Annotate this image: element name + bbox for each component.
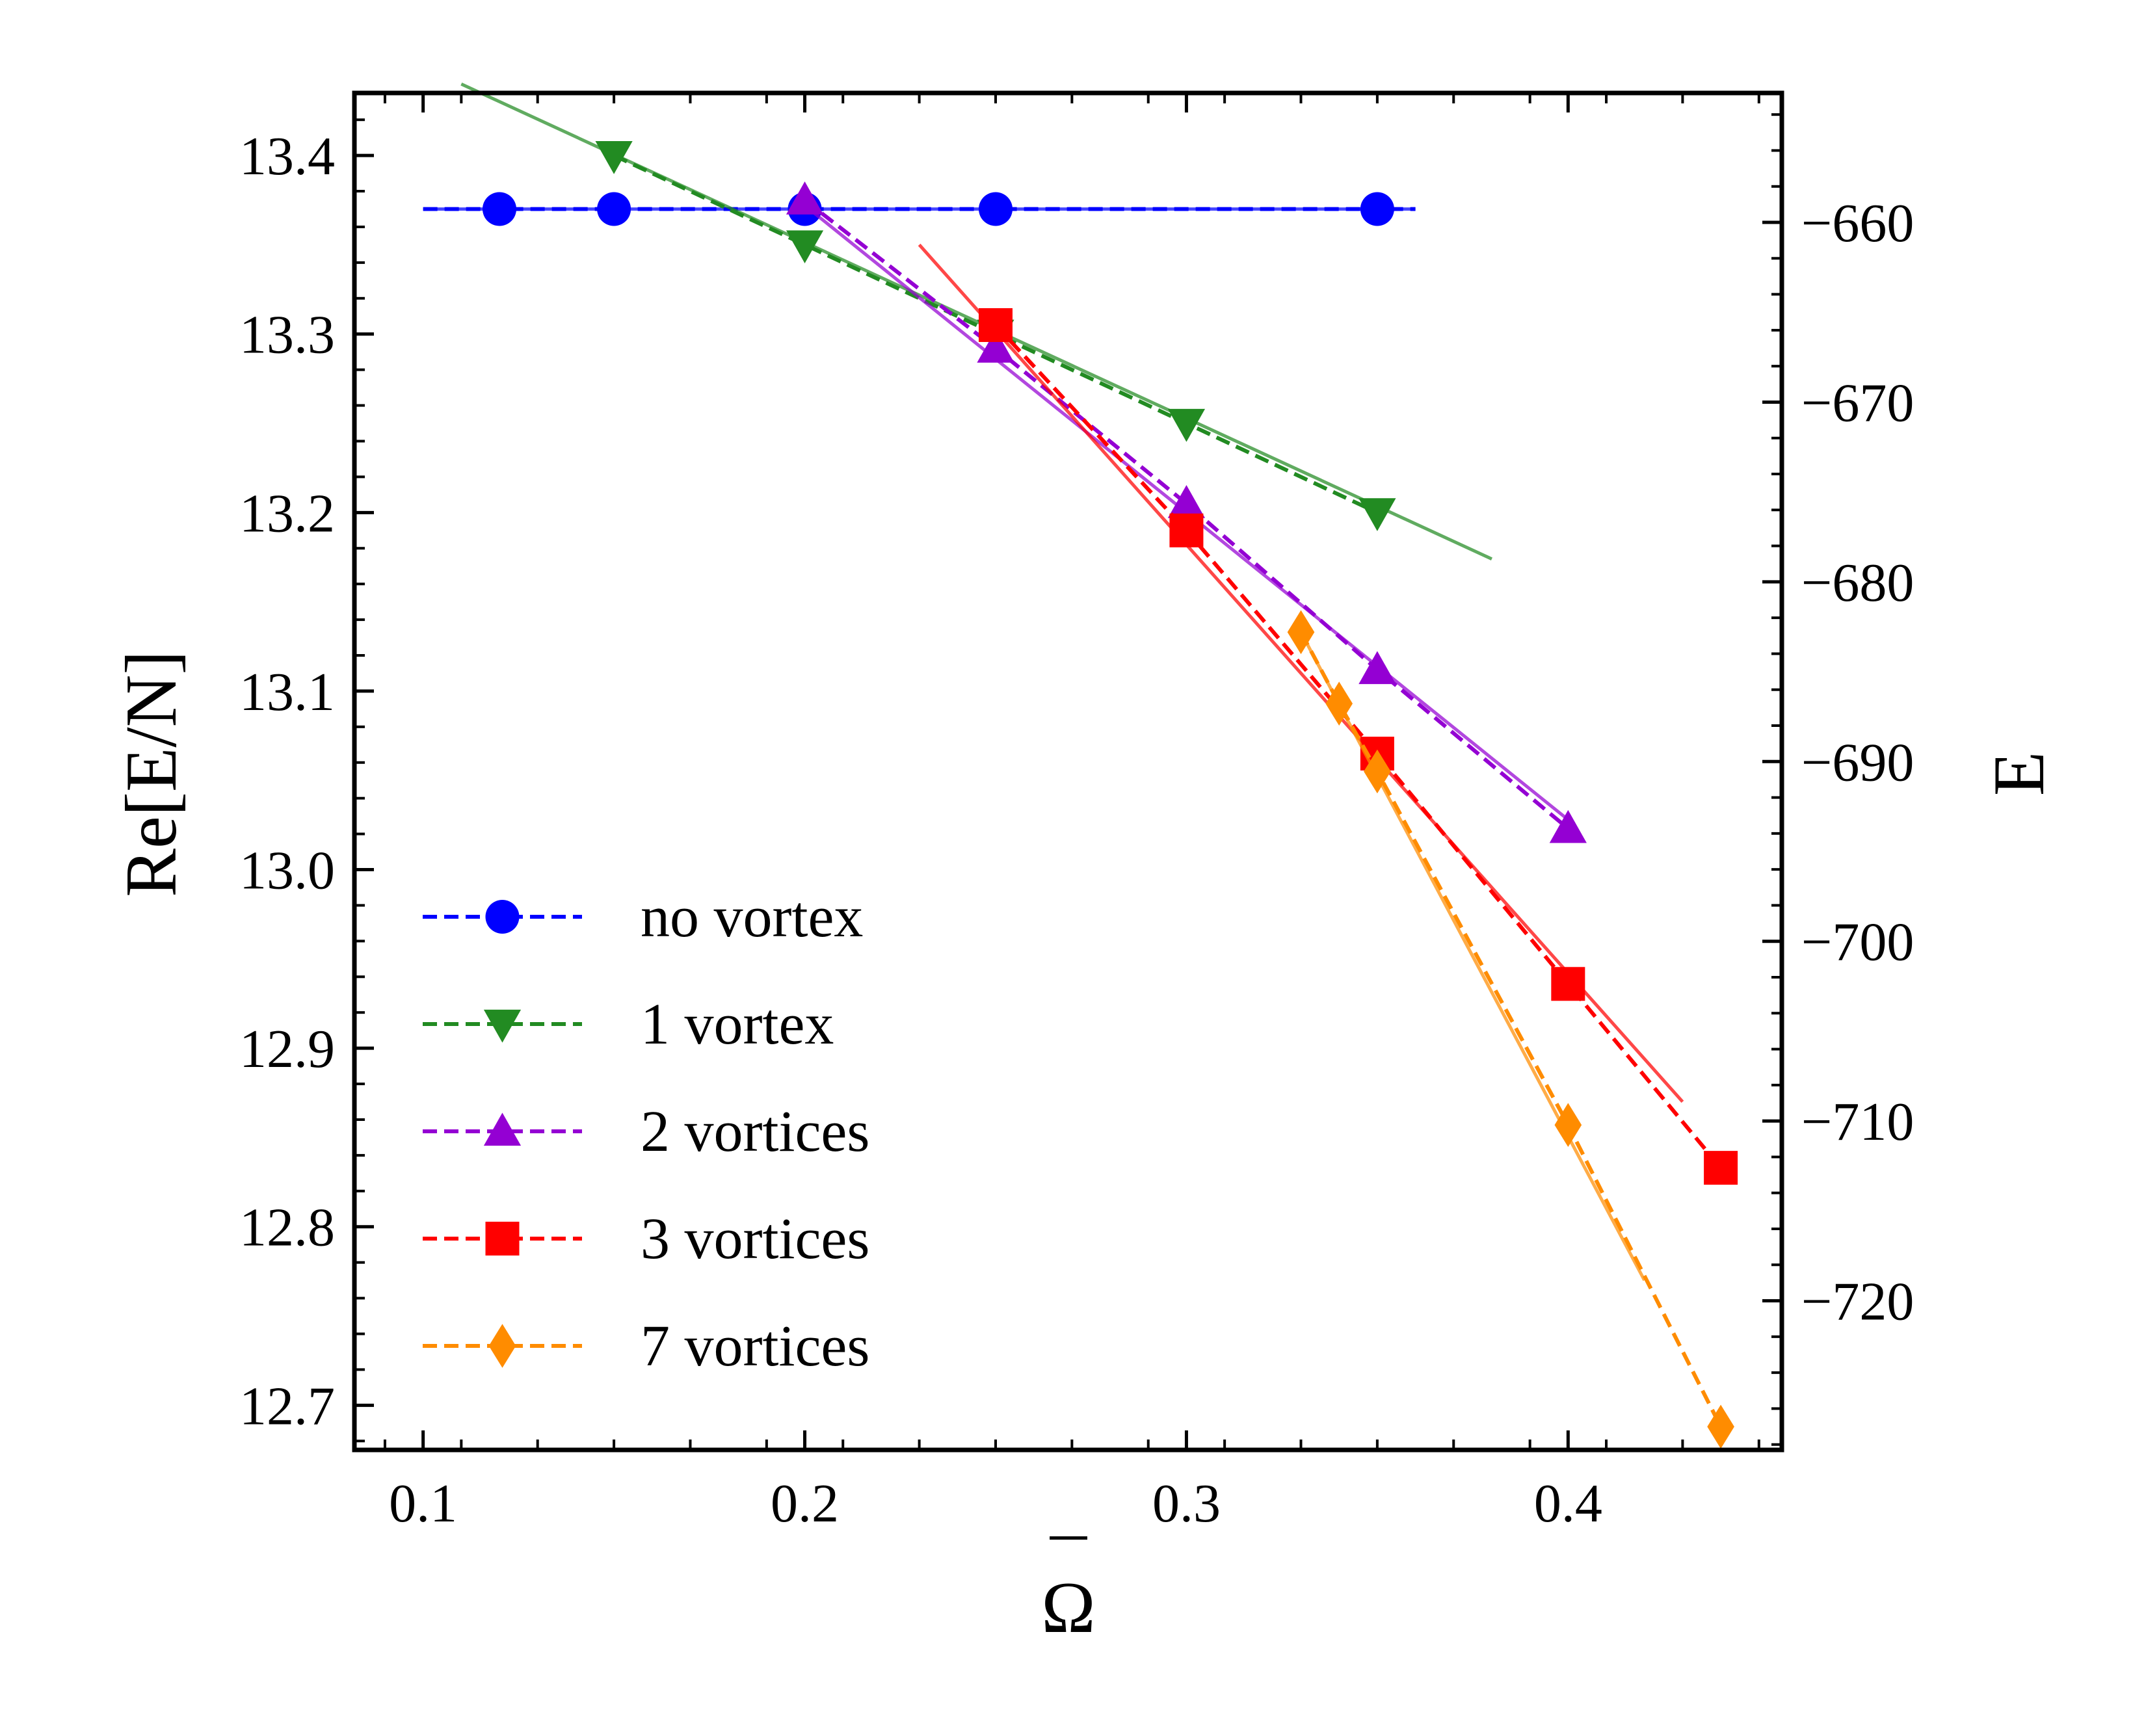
data-point-7-vortices-3 (1554, 1103, 1582, 1148)
data-point-no-vortex-3 (978, 192, 1013, 226)
series-3-vortices (918, 243, 1738, 1185)
y-tick-label-0: 12.7 (239, 1376, 335, 1436)
data-point-3-vortices-1 (1169, 513, 1204, 547)
data-point-3-vortices-0 (978, 308, 1013, 342)
legend-label-7-vortices: 7 vortices (641, 1314, 869, 1378)
data-point-1-vortex-4 (1358, 498, 1396, 531)
data-point-no-vortex-0 (483, 192, 517, 226)
legend-marker-1-vortex (483, 1009, 522, 1043)
legend-marker-7-vortices (488, 1324, 516, 1368)
fit-line-1-vortex (460, 82, 1493, 560)
legend-entry-no-vortex: no vortex (423, 885, 863, 949)
fit-line-7-vortices (1299, 631, 1646, 1282)
plot-frame (352, 90, 1784, 1453)
dashed-line-2-vortices (803, 198, 1570, 830)
legend-label-3-vortices: 3 vortices (641, 1207, 869, 1271)
legend-entry-2-vortices: 2 vortices (423, 1099, 869, 1164)
legend-label-2-vortices: 2 vortices (641, 1099, 869, 1164)
y-tick-label-7: 13.4 (239, 126, 335, 187)
data-point-no-vortex-4 (1360, 192, 1394, 226)
legend-label-no-vortex: no vortex (641, 885, 863, 949)
data-point-3-vortices-4 (1704, 1151, 1738, 1185)
y-tick-label-4: 13.1 (239, 662, 335, 722)
x-axis-title: Ω (1041, 1568, 1095, 1648)
legend-marker-3-vortices (485, 1222, 520, 1256)
data-point-no-vortex-1 (597, 192, 631, 226)
y-right-tick-label-6: −660 (1801, 193, 1914, 254)
x-tick-label-1: 0.2 (771, 1473, 839, 1534)
data-point-7-vortices-1 (1325, 681, 1353, 726)
y-right-tick-label-0: −720 (1801, 1272, 1914, 1332)
y-tick-label-6: 13.3 (239, 305, 335, 365)
x-tick-label-3: 0.4 (1534, 1473, 1602, 1534)
y-tick-label-5: 13.2 (239, 483, 335, 544)
data-point-7-vortices-4 (1707, 1404, 1734, 1449)
y-axis-title: Re[E/N] (111, 650, 192, 897)
legend-label-1-vortex: 1 vortex (641, 992, 834, 1057)
y-axis-right-title: E (1979, 752, 2060, 796)
y-right-tick-label-5: −670 (1801, 373, 1914, 433)
legend-entry-7-vortices: 7 vortices (423, 1314, 869, 1378)
legend-entry-3-vortices: 3 vortices (423, 1207, 869, 1271)
ticks-layer (354, 93, 1782, 1450)
y-right-tick-label-4: −680 (1801, 553, 1914, 613)
fit-line-3-vortices (918, 243, 1684, 1103)
x-axis-title-accent: ¯ (1050, 1527, 1087, 1608)
data-point-7-vortices-0 (1287, 610, 1315, 655)
data-point-1-vortex-1 (786, 230, 824, 264)
y-tick-label-3: 13.0 (239, 841, 335, 901)
series-layer (423, 82, 1738, 1449)
y-tick-label-2: 12.9 (239, 1019, 335, 1079)
data-point-2-vortices-2 (1167, 484, 1206, 518)
data-point-2-vortices-0 (786, 181, 824, 215)
y-right-tick-label-3: −690 (1801, 732, 1914, 793)
y-right-tick-label-1: −710 (1801, 1092, 1914, 1152)
y-tick-label-1: 12.8 (239, 1198, 335, 1258)
y-right-tick-label-2: −700 (1801, 912, 1914, 973)
legend: no vortex 1 vortex 2 vortices 3 vortices 7 v… (423, 885, 869, 1378)
dashed-line-3-vortices (994, 323, 1723, 1170)
data-point-1-vortex-3 (1167, 408, 1206, 442)
data-point-1-vortex-0 (595, 141, 633, 174)
legend-marker-no-vortex (485, 900, 520, 934)
data-point-2-vortices-3 (1358, 651, 1396, 685)
legend-marker-2-vortices (483, 1112, 522, 1146)
x-tick-label-2: 0.3 (1152, 1473, 1221, 1534)
tick-labels-layer: 0.1 0.2 0.3 0.4 12.7 12.8 12.9 13.0 13.1 13.2 13.3… (239, 126, 1914, 1534)
legend-entry-1-vortex: 1 vortex (423, 992, 834, 1057)
series-7-vortices (1287, 610, 1734, 1449)
x-tick-label-0: 0.1 (389, 1473, 457, 1534)
data-point-2-vortices-1 (977, 330, 1014, 363)
data-point-7-vortices-2 (1364, 749, 1391, 794)
series-no-vortex (423, 192, 1416, 226)
data-point-3-vortices-3 (1551, 967, 1585, 1001)
data-point-2-vortices-4 (1549, 809, 1587, 843)
series-2-vortices (786, 181, 1587, 843)
